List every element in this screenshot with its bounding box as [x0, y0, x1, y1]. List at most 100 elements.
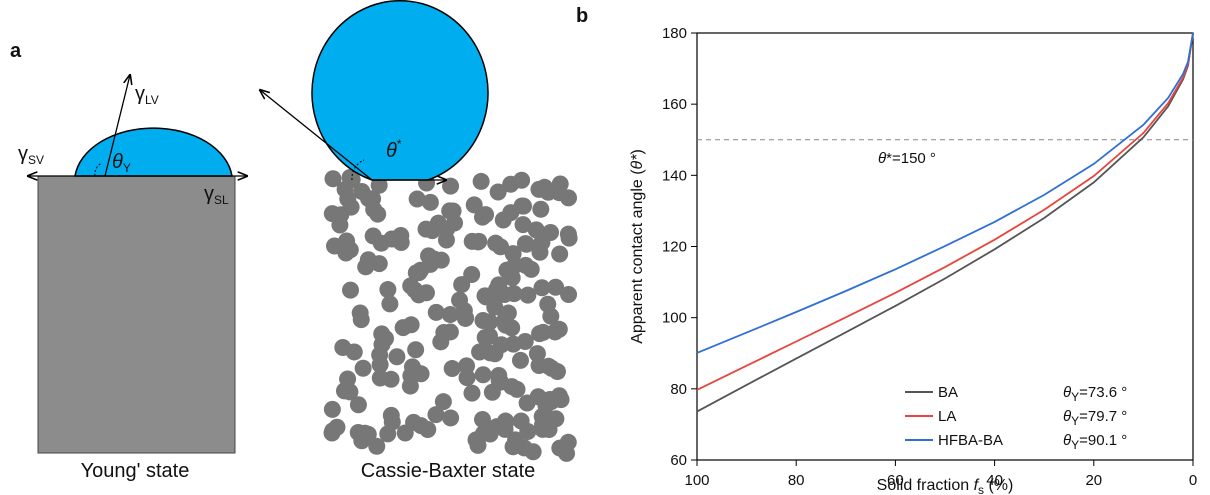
particle: [469, 436, 487, 454]
particle: [560, 285, 578, 303]
particle: [534, 420, 552, 438]
particle: [407, 341, 425, 359]
particle: [463, 232, 481, 250]
particle: [490, 276, 508, 294]
y-axis-label: Apparent contact angle (θ*): [629, 149, 646, 344]
x-tick-label: 60: [887, 472, 904, 489]
y-tick-label: 140: [662, 167, 687, 184]
particle: [547, 410, 565, 428]
particle: [379, 281, 397, 299]
particle: [530, 357, 548, 375]
particle: [532, 200, 550, 218]
particle: [377, 330, 395, 348]
particle: [481, 313, 499, 331]
particle: [559, 225, 577, 243]
particle: [530, 180, 548, 198]
particle: [349, 396, 367, 414]
particle: [551, 245, 569, 263]
particle: [542, 307, 560, 325]
particle: [465, 196, 483, 214]
particle: [388, 348, 406, 366]
particle: [381, 295, 399, 313]
particle: [494, 211, 512, 229]
caption: Cassie-Baxter state: [361, 460, 536, 482]
particle: [551, 439, 569, 457]
legend-note: θY=90.1 °: [1063, 432, 1127, 452]
particle: [407, 264, 425, 282]
particle: [421, 193, 439, 211]
arrow: [260, 90, 373, 181]
legend-label: LA: [938, 408, 956, 425]
particle: [518, 394, 536, 412]
particle: [504, 438, 522, 456]
particle: [434, 393, 452, 411]
particle: [341, 383, 359, 401]
particle: [396, 424, 414, 442]
particle: [432, 251, 450, 269]
particle: [406, 281, 424, 299]
particle: [492, 336, 510, 354]
theta-star: θ*: [386, 137, 402, 162]
gamma-sv: γSV: [18, 143, 44, 167]
particle: [516, 332, 534, 350]
theta-y: θY: [112, 151, 131, 175]
legend-note: θY=73.6 °: [1063, 384, 1127, 404]
particle: [353, 432, 371, 450]
y-tick-label: 80: [670, 381, 687, 398]
particle: [442, 409, 460, 427]
particle: [345, 343, 363, 361]
particle: [519, 286, 537, 304]
y-tick-label: 60: [670, 452, 687, 469]
legend-note: θY=79.7 °: [1063, 408, 1127, 428]
angle-arc: [94, 162, 103, 177]
porous-substrate: [323, 168, 578, 462]
particle: [519, 422, 537, 440]
particle: [339, 370, 357, 388]
gamma-sl: γSL: [204, 183, 229, 207]
particle: [370, 176, 388, 194]
particle: [548, 363, 566, 381]
particle: [477, 206, 495, 224]
particle: [354, 359, 372, 377]
particle: [341, 281, 359, 299]
droplet: [311, 0, 489, 181]
particle: [516, 235, 534, 253]
particle: [527, 221, 545, 239]
particle: [394, 319, 412, 337]
y-tick-label: 120: [662, 239, 687, 256]
particle: [437, 231, 455, 249]
particle: [514, 216, 532, 234]
x-tick-label: 100: [684, 472, 709, 489]
x-tick-label: 80: [788, 472, 805, 489]
particle: [427, 406, 445, 424]
particle: [443, 360, 461, 378]
x-tick-label: 0: [1189, 472, 1197, 489]
angle-arc: [351, 159, 365, 181]
substrate: [37, 175, 236, 454]
particle: [547, 278, 565, 296]
particle: [328, 418, 346, 436]
particle: [474, 410, 492, 428]
particle: [533, 279, 551, 297]
particle: [341, 241, 359, 259]
y-tick-label: 160: [662, 96, 687, 113]
particle: [331, 216, 349, 234]
particle: [550, 184, 568, 202]
particle: [489, 183, 507, 201]
particle: [496, 310, 514, 328]
reference-label: θ*=150 °: [878, 150, 936, 167]
y-tick-label: 180: [662, 25, 687, 42]
particle: [365, 200, 383, 218]
particle: [408, 190, 426, 208]
particle: [496, 420, 514, 438]
particle: [441, 202, 459, 220]
particle: [351, 304, 369, 322]
panel-b: b 100 80 60 40 20 0 60 80 100 120 140 160 180 Solid fr…: [576, 5, 1197, 495]
particle: [402, 367, 420, 385]
particle: [517, 256, 535, 274]
particle: [427, 303, 445, 321]
particle: [339, 190, 357, 208]
particle: [474, 366, 492, 384]
particle: [371, 369, 389, 387]
panel-label: a: [10, 40, 22, 62]
